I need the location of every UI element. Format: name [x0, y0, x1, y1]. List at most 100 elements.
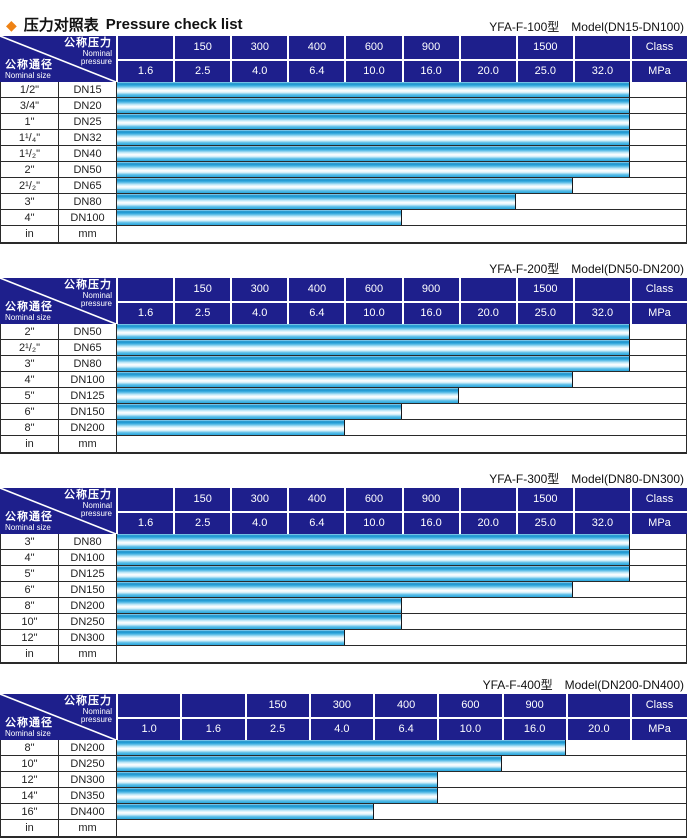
size-dn-cell: DN200	[59, 598, 117, 613]
size-row: 3/4" DN20	[1, 98, 686, 114]
size-inch-cell: 1/2"	[1, 82, 59, 97]
model-range: Model(DN200-DN400)	[564, 678, 684, 692]
pressure-table-section: YFA-F-200型 Model(DN50-DN200) 公称压力 Nominal pr…	[0, 260, 688, 454]
size-inch-cell: 3"	[1, 194, 59, 209]
table-header: 公称压力 Nominal pressure 公称通径 Nominal size 150 30…	[0, 694, 687, 740]
diagonal-header-cell: 公称压力 Nominal pressure 公称通径 Nominal size	[0, 36, 116, 82]
size-row: 10" DN250	[1, 614, 686, 630]
pressure-bar-track	[117, 404, 686, 419]
size-dn-cell: DN350	[59, 788, 117, 803]
pressure-range-bar	[117, 420, 345, 435]
size-inch-cell: 14"	[1, 788, 59, 803]
pressure-table: 公称压力 Nominal pressure 公称通径 Nominal size 150 30…	[0, 488, 687, 664]
mpa-header-cell: 25.0	[515, 301, 573, 324]
size-dn-cell: DN65	[59, 340, 117, 355]
mpa-header-cell: 1.6	[180, 717, 245, 740]
nominal-pressure-label: 公称压力 Nominal pressure	[64, 695, 112, 724]
size-dn-cell: DN400	[59, 804, 117, 819]
mpa-header-cell: 16.0	[401, 59, 459, 82]
table-header: 公称压力 Nominal pressure 公称通径 Nominal size 150 30…	[0, 36, 687, 82]
pressure-range-bar	[117, 130, 630, 145]
nominal-size-zh: 公称通径	[5, 717, 53, 730]
size-row: 2¹/₂" DN65	[1, 340, 686, 356]
table-model-label: YFA-F-100型 Model(DN15-DN100)	[489, 18, 686, 35]
mpa-header-cell: 2.5	[173, 511, 231, 534]
class-header-cell: 900	[401, 278, 459, 301]
class-header-cell: 600	[437, 694, 501, 717]
size-row: 5" DN125	[1, 566, 686, 582]
mpa-header-cell: 16.0	[401, 511, 459, 534]
class-header-cell: 400	[373, 694, 437, 717]
pressure-table-section: 公称压力 Nominal pressure 公称通径 Nominal size 150 30…	[0, 36, 688, 244]
size-dn-cell: DN80	[59, 194, 117, 209]
pressure-bar-track	[117, 98, 686, 113]
pressure-range-bar	[117, 194, 516, 209]
size-dn-cell: DN40	[59, 146, 117, 161]
pressure-bar-track	[117, 82, 686, 97]
diamond-icon: ◆	[6, 16, 17, 33]
diagonal-line	[0, 694, 116, 740]
pressure-table-section: YFA-F-400型 Model(DN200-DN400) 公称压力 Nominal p…	[0, 676, 688, 838]
size-dn-cell: DN32	[59, 130, 117, 145]
size-inch-cell: 1¹/₄"	[1, 130, 59, 145]
size-row: 6" DN150	[1, 404, 686, 420]
size-row: 3" DN80	[1, 194, 686, 210]
size-row: 16" DN400	[1, 804, 686, 820]
class-unit-cell: Class	[629, 36, 687, 59]
size-dn-cell: DN200	[59, 420, 117, 435]
class-header-cell	[116, 36, 173, 59]
class-header-cell	[116, 278, 173, 301]
model-range: Model(DN80-DN300)	[571, 472, 684, 486]
size-row: 12" DN300	[1, 772, 686, 788]
pressure-range-bar	[117, 788, 438, 803]
pressure-bar-track	[117, 772, 686, 787]
mpa-header-cell: 10.0	[344, 301, 402, 324]
mpa-header-cell: 25.0	[515, 511, 573, 534]
class-header-cell	[572, 278, 630, 301]
size-dn-cell: DN250	[59, 756, 117, 771]
size-dn-cell: mm	[59, 820, 117, 836]
table-body: 8" DN200 10" DN250 12" DN300 14" DN350 16" DN400 i…	[0, 740, 687, 838]
class-header-cell: 150	[173, 278, 230, 301]
class-header-cell: 1500	[515, 488, 573, 511]
size-row: 14" DN350	[1, 788, 686, 804]
mpa-header-cell: 32.0	[572, 301, 630, 324]
size-row: 5" DN125	[1, 388, 686, 404]
class-header-cell: 300	[308, 694, 373, 717]
mpa-header-cell: 6.4	[287, 59, 345, 82]
class-header-cell	[116, 488, 173, 511]
mpa-header-cell: 1.6	[116, 301, 174, 324]
class-header-cell: 400	[287, 488, 344, 511]
pressure-range-bar	[117, 614, 402, 629]
mpa-header-cell: 10.0	[344, 511, 402, 534]
size-row: in mm	[1, 436, 686, 452]
diagonal-header-cell: 公称压力 Nominal pressure 公称通径 Nominal size	[0, 278, 116, 324]
size-dn-cell: DN50	[59, 324, 117, 339]
nominal-size-label: 公称通径 Nominal size	[5, 717, 53, 738]
pressure-range-bar	[117, 82, 630, 97]
mpa-header-cell: 2.5	[173, 301, 231, 324]
nominal-pressure-en1: Nominal	[82, 48, 112, 58]
mpa-header-cell: 32.0	[572, 511, 630, 534]
size-inch-cell: 1"	[1, 114, 59, 129]
pressure-table: 公称压力 Nominal pressure 公称通径 Nominal size 150 30…	[0, 694, 687, 838]
pressure-table: 公称压力 Nominal pressure 公称通径 Nominal size 150 30…	[0, 278, 687, 454]
pressure-range-bar	[117, 98, 630, 113]
diagonal-line	[0, 278, 116, 324]
page-title-zh: 压力对照表	[23, 17, 99, 34]
pressure-bar-track	[117, 356, 686, 371]
size-dn-cell: DN20	[59, 98, 117, 113]
size-inch-cell: in	[1, 436, 59, 452]
size-row: 3" DN80	[1, 356, 686, 372]
class-header-cell: 400	[287, 278, 344, 301]
class-header-cell: 600	[344, 488, 401, 511]
nominal-pressure-en2: pressure	[80, 508, 112, 518]
class-header-cell: 900	[401, 488, 459, 511]
mpa-header-cell: 1.6	[116, 59, 174, 82]
mpa-header-cell: 4.0	[308, 717, 373, 740]
pressure-bar-track	[117, 340, 686, 355]
size-row: 6" DN150	[1, 582, 686, 598]
pressure-range-bar	[117, 372, 573, 387]
size-row: 1¹/₂" DN40	[1, 146, 686, 162]
nominal-size-en: Nominal size	[5, 70, 51, 80]
